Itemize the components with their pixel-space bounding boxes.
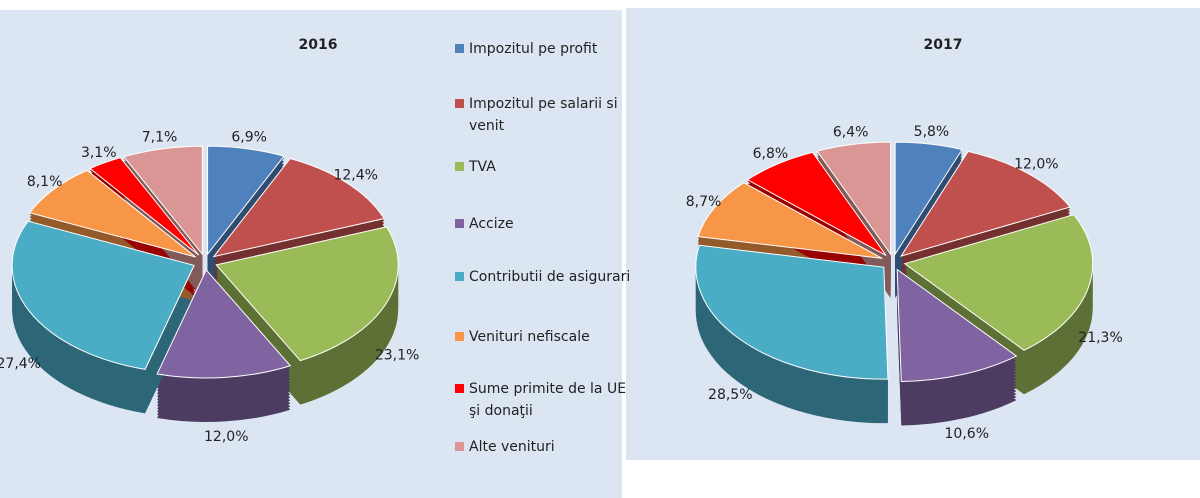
legend-label: Accize — [469, 216, 514, 232]
pie-slice — [123, 145, 203, 256]
legend-swatch — [455, 44, 464, 53]
data-label: 6,9% — [231, 130, 267, 146]
legend-swatch — [455, 442, 464, 451]
legend-item: Accize — [455, 213, 634, 235]
legend-swatch — [455, 99, 464, 108]
legend-item: TVA — [455, 156, 634, 178]
legend-item: Impozitul pe salarii si venit — [455, 93, 634, 137]
data-label: 8,1% — [27, 174, 63, 190]
legend-swatch — [455, 332, 464, 341]
pie-slice — [816, 141, 892, 256]
data-label: 23,1% — [375, 348, 419, 364]
legend-swatch — [455, 272, 464, 281]
data-label: 8,7% — [686, 194, 722, 210]
pie-slice — [896, 268, 1018, 382]
chart-title: 2016 — [299, 37, 338, 53]
data-label: 12,4% — [333, 167, 377, 183]
data-label: 12,0% — [1014, 156, 1058, 172]
legend-label: Sume primite de la UE şi donaţii — [469, 381, 627, 419]
legend-label: Venituri nefiscale — [469, 329, 590, 345]
legend-label: TVA — [469, 159, 496, 175]
data-label: 12,0% — [204, 429, 248, 445]
chart-title: 2017 — [924, 37, 963, 53]
legend-item: Alte venituri — [455, 436, 634, 458]
legend-item: Sume primite de la UE şi donaţii — [455, 378, 634, 422]
legend-label: Alte venituri — [469, 439, 555, 455]
legend-swatch — [455, 384, 464, 393]
pie-slice — [697, 182, 883, 259]
data-label: 10,6% — [945, 426, 989, 442]
pie-slice — [695, 244, 889, 380]
pie-tops — [695, 141, 1094, 382]
data-label: 21,3% — [1078, 330, 1122, 346]
data-label: 5,8% — [914, 124, 950, 140]
data-label: 6,8% — [753, 146, 789, 162]
legend-item: Contributii de asigurari — [455, 266, 634, 288]
pie-slice — [89, 157, 200, 256]
pie-tops — [11, 145, 399, 379]
data-label: 28,5% — [708, 387, 752, 403]
pie-slice — [156, 269, 292, 379]
pie-slice — [11, 220, 195, 370]
legend-item: Impozitul pe profit — [455, 38, 634, 60]
legend-item: Venituri nefiscale — [455, 326, 634, 348]
legend-swatch — [455, 162, 464, 171]
pie-slice — [899, 150, 1071, 257]
legend-swatch — [455, 219, 464, 228]
data-label: 3,1% — [81, 145, 117, 161]
legend-label: Impozitul pe salarii si venit — [469, 96, 618, 134]
pie-slice — [894, 141, 963, 256]
pie-slice — [207, 145, 285, 256]
data-label: 7,1% — [142, 130, 178, 146]
legend-label: Impozitul pe profit — [469, 41, 598, 57]
data-label: 6,4% — [833, 124, 869, 140]
pie-slice — [746, 151, 887, 256]
pie-slice — [28, 169, 196, 258]
legend-label: Contributii de asigurari — [469, 269, 631, 285]
data-label: 27,4% — [0, 356, 41, 372]
pie-slice — [903, 214, 1094, 351]
pie-slice — [215, 226, 399, 362]
pie-slice — [212, 157, 385, 258]
